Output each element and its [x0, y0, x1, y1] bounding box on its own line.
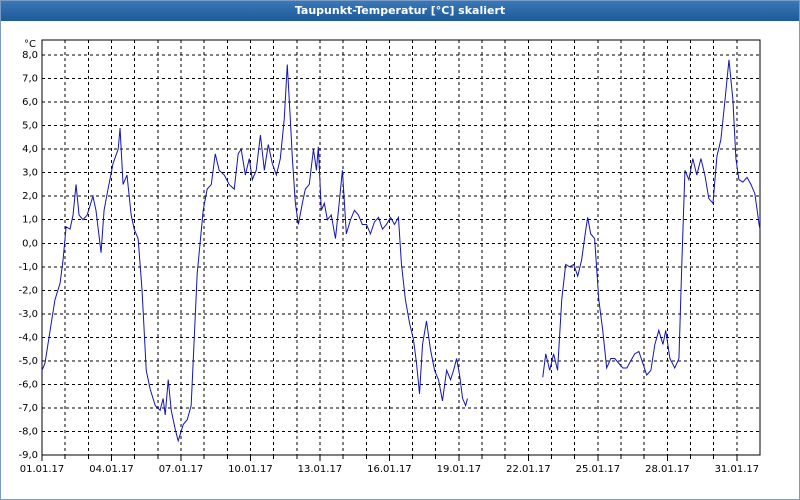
y-tick-label: 5,0	[22, 121, 38, 132]
y-tick-label: -3,0	[18, 309, 38, 320]
title-bar: Taupunkt-Temperatur [°C] skaliert	[1, 1, 799, 21]
y-axis-label: °C	[24, 39, 36, 50]
x-tick-label: 25.01.17	[576, 464, 621, 475]
x-tick-label: 10.01.17	[228, 464, 273, 475]
y-tick-label: -9,0	[18, 450, 38, 461]
y-tick-label: 3,0	[22, 168, 38, 179]
chart: °C -9,0 -8,0 -7,0 -6,0 -5,0 -4,0 -3,0 -2,0 -1,0 0…	[18, 39, 761, 475]
plot-area	[42, 40, 760, 455]
y-tick-label: -5,0	[18, 356, 38, 367]
y-tick-label: -2,0	[18, 285, 38, 296]
x-tick-label: 07.01.17	[159, 464, 204, 475]
x-tick-label: 22.01.17	[506, 464, 551, 475]
x-tick-label: 01.01.17	[20, 464, 65, 475]
y-tick-label: 8,0	[22, 50, 38, 61]
plot-frame	[41, 39, 761, 456]
series-line	[41, 59, 761, 443]
y-tick-label: 0,0	[22, 238, 38, 249]
y-tick-label: 2,0	[22, 191, 38, 202]
x-tick-label: 04.01.17	[89, 464, 134, 475]
x-tick-label: 16.01.17	[367, 464, 412, 475]
x-tick-label: 19.01.17	[437, 464, 482, 475]
x-tick-label: 13.01.17	[298, 464, 343, 475]
y-tick-label: -8,0	[18, 426, 38, 437]
y-tick-label: 7,0	[22, 74, 38, 85]
y-tick-label: 6,0	[22, 97, 38, 108]
y-tick-label: -4,0	[18, 332, 38, 343]
x-tick-label: 31.01.17	[715, 464, 760, 475]
y-tick-label: -7,0	[18, 403, 38, 414]
y-tick-label: -6,0	[18, 379, 38, 390]
x-tick-label: 28.01.17	[645, 464, 690, 475]
y-tick-label: 1,0	[22, 215, 38, 226]
y-tick-label: 4,0	[22, 144, 38, 155]
y-tick-label: -1,0	[18, 262, 38, 273]
